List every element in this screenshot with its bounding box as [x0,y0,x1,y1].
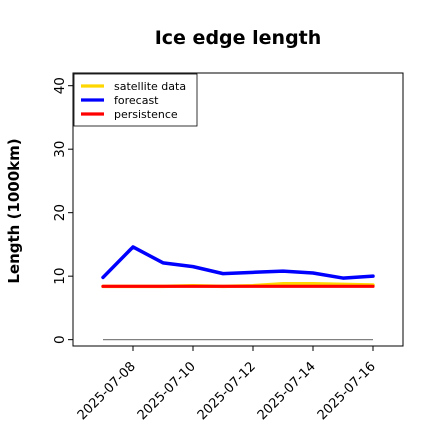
plot-layer [101,245,375,341]
series-line-forecast [101,245,375,280]
x-tick-label: 2025-07-14 [255,359,319,423]
y-tick-label: 40 [52,77,68,94]
x-tick-label: 2025-07-08 [75,359,139,423]
legend-label-persistence: persistence [114,108,178,121]
y-tick-label: 30 [52,141,68,158]
y-tick-label: 0 [52,335,68,344]
x-tick-label: 2025-07-10 [135,359,199,423]
plot-frame [72,72,404,347]
x-tick-label: 2025-07-16 [315,359,379,423]
y-axis-label: Length (1000km) [5,138,23,283]
y-tick-label: 20 [52,204,68,221]
legend-label-forecast: forecast [114,94,159,107]
y-tick-label: 10 [52,268,68,285]
x-tick-label: 2025-07-12 [195,359,259,423]
chart-title: Ice edge length [155,27,322,49]
legend-label-satellite-data: satellite data [114,80,186,93]
